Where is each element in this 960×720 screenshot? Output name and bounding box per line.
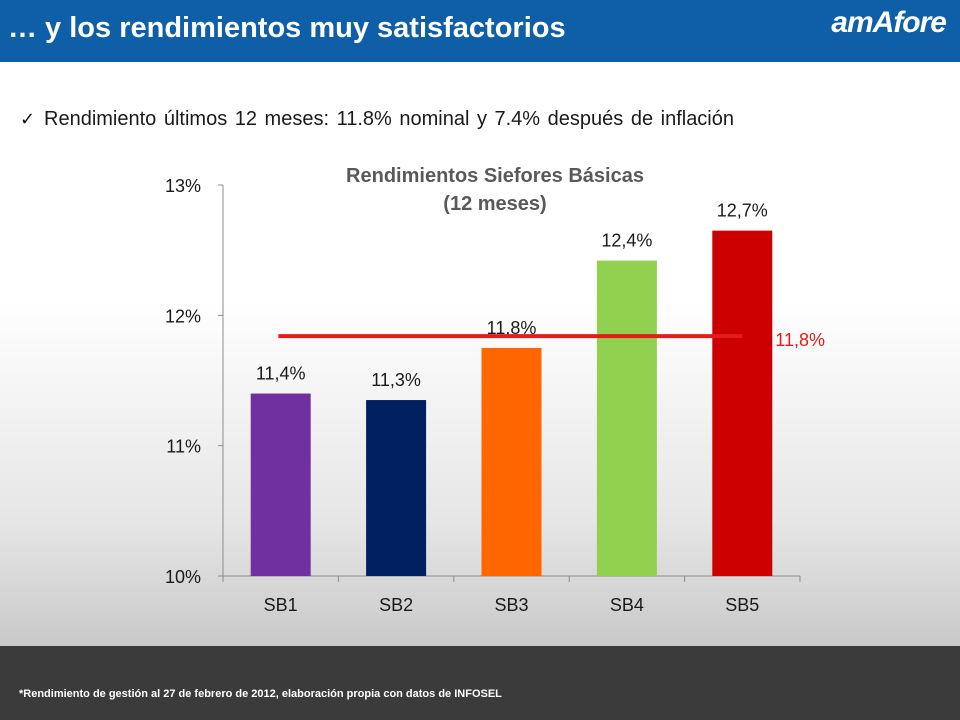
data-label: 12,4% [601, 231, 652, 251]
chart-subtitle: (12 meses) [443, 193, 546, 215]
y-tick-label: 13% [165, 176, 201, 196]
amafore-logo: amAfore [831, 6, 947, 39]
x-tick-label: SB5 [725, 595, 759, 615]
returns-bar-chart: Rendimientos Siefores Básicas (12 meses)… [165, 165, 825, 615]
y-tick-label: 12% [165, 306, 201, 326]
bar-sb4 [596, 260, 657, 576]
bar-sb1 [250, 393, 311, 576]
checkmark-icon: ✓ [20, 108, 36, 129]
bullet-point: ✓ Rendimiento últimos 12 meses: 11.8% no… [20, 104, 734, 134]
data-label: 11,8% [487, 318, 537, 338]
x-tick-label: SB1 [264, 595, 298, 615]
chart-title: Rendimientos Siefores Básicas [346, 165, 644, 187]
data-label: 12,7% [717, 201, 768, 221]
plot-area: 10% 11% 12% 13% 11,4% SB1 11,3% SB2 11,8% SB3 12,4… [165, 176, 825, 615]
bar-sb3 [481, 347, 542, 576]
x-tick-label: SB3 [494, 595, 528, 615]
x-tick-label: SB4 [610, 595, 644, 615]
x-tick-label: SB2 [379, 595, 413, 615]
footnote: *Rendimiento de gestión al 27 de febrero… [19, 688, 502, 700]
bar-sb5 [712, 230, 773, 576]
footer-bar: *Rendimiento de gestión al 27 de febrero… [0, 646, 960, 720]
y-tick-label: 10% [165, 567, 201, 587]
header-bar: … y los rendimientos muy satisfactorios … [0, 0, 960, 62]
y-tick-label: 11% [166, 437, 201, 457]
bar-sb2 [366, 400, 427, 576]
reference-line-label: 11,8% [775, 330, 825, 350]
bullet-text: Rendimiento últimos 12 meses: 11.8% nomi… [44, 107, 734, 130]
page-title: … y los rendimientos muy satisfactorios [8, 12, 566, 44]
data-label: 11,3% [371, 370, 421, 390]
data-label: 11,4% [256, 364, 306, 384]
